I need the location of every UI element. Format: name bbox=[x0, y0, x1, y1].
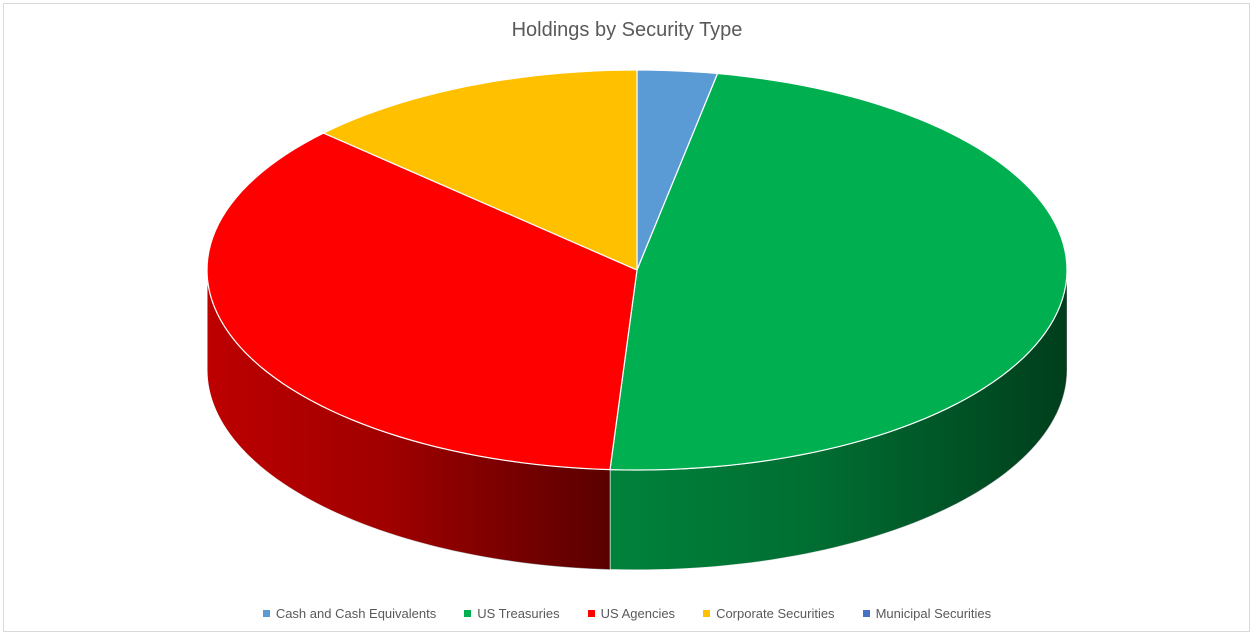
legend-swatch bbox=[262, 610, 270, 617]
legend-label: Corporate Securities bbox=[716, 606, 835, 621]
legend-swatch bbox=[862, 610, 870, 617]
legend-swatch bbox=[464, 610, 472, 617]
legend-swatch bbox=[703, 610, 711, 617]
legend-item: Municipal Securities bbox=[862, 606, 992, 621]
legend-item: US Treasuries bbox=[464, 606, 560, 621]
pie-slice-corporate-securities bbox=[322, 69, 638, 271]
chart-legend: Cash and Cash Equivalents US Treasuries US… bbox=[0, 606, 1254, 621]
pie-side-shade bbox=[207, 270, 610, 570]
legend-swatch bbox=[587, 610, 595, 617]
legend-item: US Agencies bbox=[587, 606, 676, 621]
legend-item: Corporate Securities bbox=[703, 606, 835, 621]
chart-title: Holdings by Security Type bbox=[511, 19, 743, 41]
legend-label: Municipal Securities bbox=[875, 606, 992, 621]
legend-label: Cash and Cash Equivalents bbox=[275, 606, 437, 621]
legend-label: US Agencies bbox=[600, 606, 676, 621]
legend-label: US Treasuries bbox=[477, 606, 560, 621]
pie-tops bbox=[206, 69, 1068, 471]
legend-item: Cash and Cash Equivalents bbox=[262, 606, 437, 621]
pie-side-shade bbox=[610, 270, 1067, 570]
pie-sides bbox=[206, 269, 1068, 571]
pie-slice-us-agencies bbox=[206, 132, 638, 471]
pie-slice-us-treasuries bbox=[609, 72, 1068, 471]
